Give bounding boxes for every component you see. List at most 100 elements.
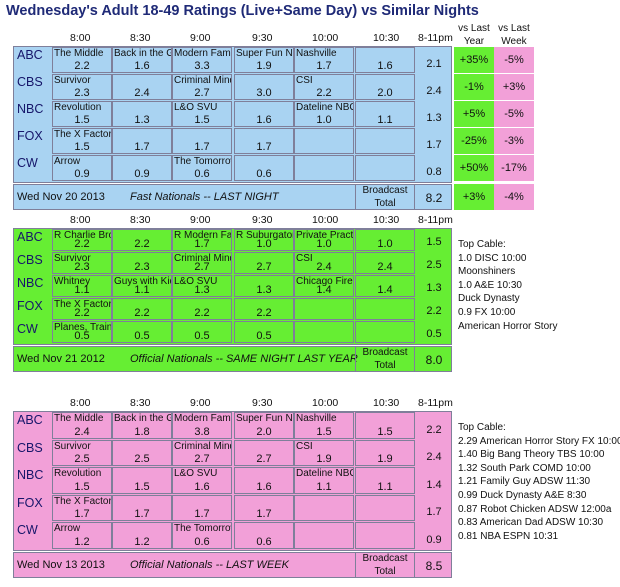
program-rating: 1.9 (256, 60, 272, 72)
network-label: FOX (17, 299, 43, 313)
program-name: R Modern Fam (174, 230, 232, 241)
top-cable-line: Moonshiners (458, 266, 516, 278)
program-cell: 2.0 (355, 74, 415, 100)
program-name: Revolution (54, 102, 102, 113)
program-name: Back in the G (114, 48, 172, 59)
program-rating: 1.0 (256, 238, 272, 250)
vs-last-week-cell: +3% (494, 74, 534, 100)
program-cell: R Charlie Brown Thanksgivi2.2 (52, 229, 112, 251)
program-cell: 1.6 (234, 101, 294, 127)
network-label: NBC (17, 276, 44, 290)
night-total: 1.4 (426, 478, 442, 491)
program-cell: Planes, Trains and Automobiles (1987)0.5 (52, 321, 112, 343)
night-total: 2.1 (426, 58, 442, 70)
time-header: 8-11pm (418, 32, 453, 44)
program-cell: 2.4 (355, 252, 415, 274)
program-cell: 1.7 (172, 128, 232, 154)
broadcast-total-value: 8.0 (425, 353, 443, 367)
program-name: The X Factor (54, 299, 112, 310)
program-cell: The Middle 2.4 (52, 412, 112, 439)
program-cell: The X Factor 2.2 (52, 298, 112, 320)
program-rating: 0.5 (134, 330, 150, 342)
program-name: Planes, Trains and Automobiles (1987) (54, 322, 112, 333)
program-rating: 1.2 (74, 535, 90, 548)
program-name: Super Fun Nig (236, 48, 293, 59)
program-cell: The Tomorrow People0.6 (172, 522, 232, 549)
program-rating: 1.3 (256, 284, 272, 296)
time-header: 10:30 (373, 214, 400, 226)
program-cell: The X Factor 1.7 (52, 494, 112, 522)
program-rating: 1.5 (74, 480, 90, 493)
program-rating: 1.0 (316, 238, 332, 250)
program-cell: 1.5 (112, 467, 172, 494)
vs-last-year-cell: +5% (454, 101, 494, 127)
night-total: 1.5 (426, 236, 442, 248)
program-cell: Criminal Minds2.7 (172, 252, 232, 274)
program-rating: 2.0 (256, 425, 272, 438)
program-cell: Guys with Kid 1.1 (112, 275, 172, 297)
program-cell: 0.9 (112, 155, 172, 181)
program-name: Nashville (296, 413, 337, 424)
program-rating: 0.5 (194, 330, 210, 342)
program-cell: 0.5 (172, 321, 232, 343)
program-name: L&O SVU (174, 102, 218, 113)
program-cell: Revolution 1.5 (52, 467, 112, 494)
empty-cell (294, 494, 354, 522)
program-rating: 1.9 (316, 453, 332, 466)
program-cell: 1.7 (172, 494, 232, 522)
broadcast-total-label: Broadcast Total (362, 347, 408, 371)
program-rating: 1.6 (377, 60, 393, 72)
program-rating: 2.2 (74, 307, 90, 319)
program-cell: L&O SVU 1.3 (172, 275, 232, 297)
program-rating: 2.4 (134, 87, 150, 99)
program-name: Modern Famil (174, 48, 232, 59)
program-cell: Nashville 1.5 (294, 412, 354, 439)
program-cell: 1.1 (355, 101, 415, 127)
program-rating: 2.4 (377, 261, 393, 273)
program-rating: 1.9 (377, 453, 393, 466)
program-rating: 2.2 (256, 307, 272, 319)
program-rating: 1.7 (134, 141, 150, 153)
footer-note: Official Nationals -- LAST WEEK (130, 559, 289, 571)
broadcast-total-value: 8.2 (425, 191, 443, 205)
network-label: CW (17, 523, 38, 538)
time-header: 9:30 (252, 214, 273, 226)
program-rating: 1.1 (74, 284, 90, 296)
network-label: CBS (17, 440, 43, 455)
vs-last-year-cell: +50% (454, 155, 494, 181)
time-header: 9:00 (190, 214, 211, 226)
night-total: 0.8 (426, 166, 442, 178)
top-cable-line: 2.29 American Horror Story FX 10:00 (458, 435, 620, 447)
program-rating: 0.5 (74, 330, 90, 342)
broadcast-total-value: 8.5 (425, 559, 443, 573)
top-cable-line: 1.21 Family Guy ADSW 11:30 (458, 476, 591, 488)
network-label: ABC (17, 48, 43, 62)
program-rating: 1.8 (134, 425, 150, 438)
program-name: The Middle (54, 48, 104, 59)
program-cell: 2.7 (234, 252, 294, 274)
vs-last-year-cell: -25% (454, 128, 494, 154)
program-cell: 1.0 (355, 229, 415, 251)
time-header: 10:30 (373, 32, 400, 44)
program-name: The Tomorrow People (174, 156, 231, 167)
program-name: Guys with Kid (114, 276, 172, 287)
program-rating: 1.4 (316, 284, 332, 296)
footer-note: Fast Nationals -- LAST NIGHT (130, 191, 279, 203)
program-name: Survivor (54, 440, 91, 452)
program-rating: 2.3 (74, 87, 90, 99)
time-header: 8:30 (130, 397, 151, 409)
program-cell: Survivor 2.5 (52, 439, 112, 467)
time-header: 8:30 (130, 214, 151, 226)
program-cell: Criminal Minds2.7 (172, 74, 232, 100)
top-cable-line: Top Cable: (458, 422, 506, 433)
top-cable-line: 0.83 American Dad ADSW 10:30 (458, 517, 604, 529)
program-cell: R Suburgator 1.0 (234, 229, 294, 251)
program-rating: 1.4 (377, 284, 393, 296)
program-cell: Survivor 2.3 (52, 252, 112, 274)
program-rating: 2.4 (74, 425, 90, 438)
time-header: 8:00 (70, 214, 91, 226)
program-rating: 2.2 (316, 87, 332, 99)
empty-cell (355, 522, 415, 549)
program-rating: 0.9 (74, 168, 90, 180)
program-name: Chicago Fire (296, 276, 353, 287)
